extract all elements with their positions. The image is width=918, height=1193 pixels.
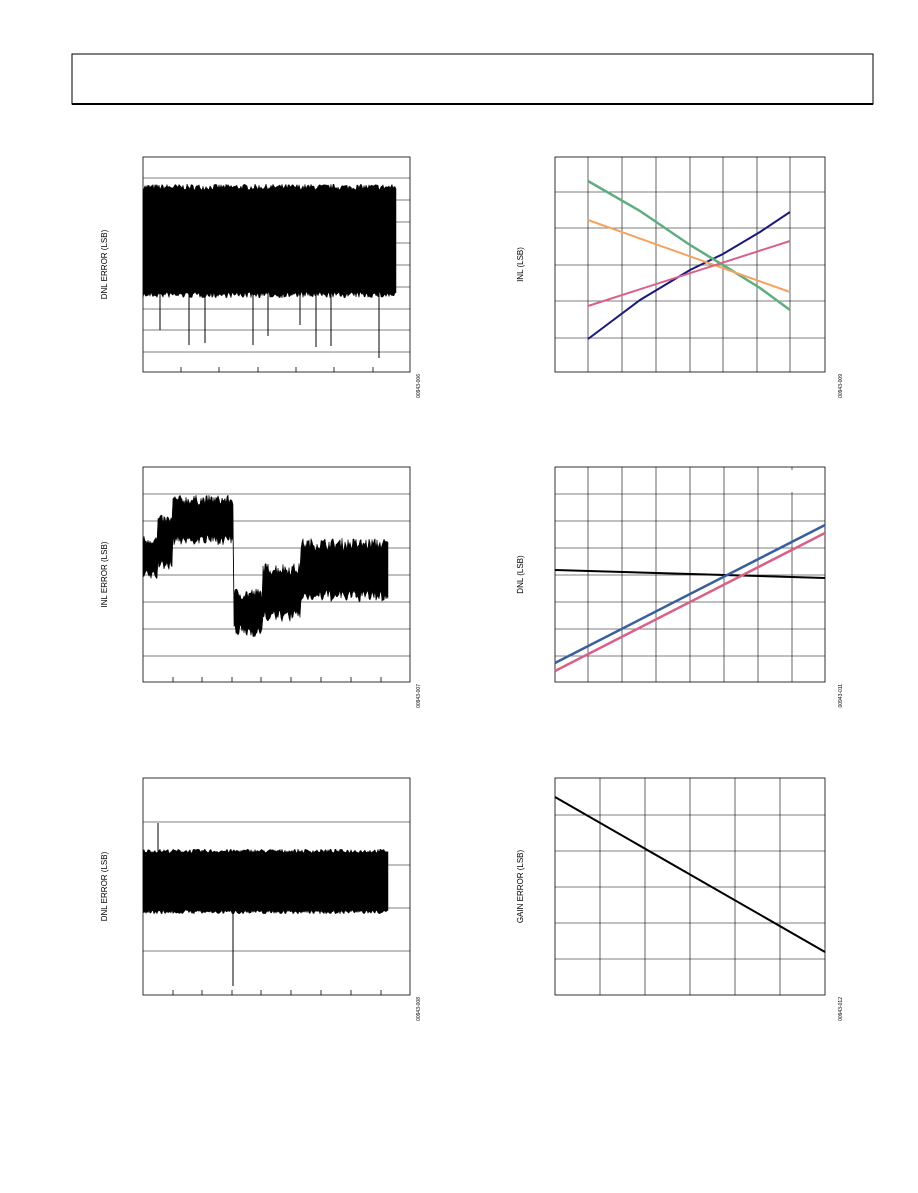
figure-code: 00943-006 (416, 374, 422, 398)
figure-code: 00943-009 (838, 374, 844, 398)
figure-code: 00943-012 (838, 997, 844, 1021)
curve (554, 531, 826, 673)
y-axis-label: GAIN ERROR (LSB) (516, 849, 525, 923)
y-axis-label: INL (LSB) (516, 247, 525, 282)
figure-code: 00943-008 (416, 997, 422, 1021)
plot-frame (554, 156, 826, 373)
figure-code: 00943-007 (416, 684, 422, 708)
y-axis-label: DNL (LSB) (516, 555, 525, 594)
figure: GAIN ERROR (LSB) 00943-012 (516, 777, 844, 1021)
plot-frame (554, 466, 826, 683)
noise-trace (142, 183, 397, 299)
y-axis-label: DNL ERROR (LSB) (100, 229, 109, 299)
figure-code: 00943-011 (838, 684, 844, 708)
plot-frame (554, 777, 826, 996)
curve (587, 179, 791, 312)
curve (587, 240, 791, 307)
noise-trace (142, 494, 389, 638)
figure: INL (LSB) 00943-009 (516, 156, 844, 398)
legend-blank (765, 470, 823, 492)
header-box (71, 53, 874, 105)
figure: DNL (LSB) 00943-011 (516, 466, 844, 708)
curve (554, 523, 826, 665)
curve (554, 796, 826, 953)
y-axis-label: DNL ERROR (LSB) (100, 851, 109, 921)
y-axis-label: INL ERROR (LSB) (100, 541, 109, 607)
curve (587, 219, 791, 293)
curve (554, 569, 826, 579)
noise-trace (142, 848, 389, 915)
